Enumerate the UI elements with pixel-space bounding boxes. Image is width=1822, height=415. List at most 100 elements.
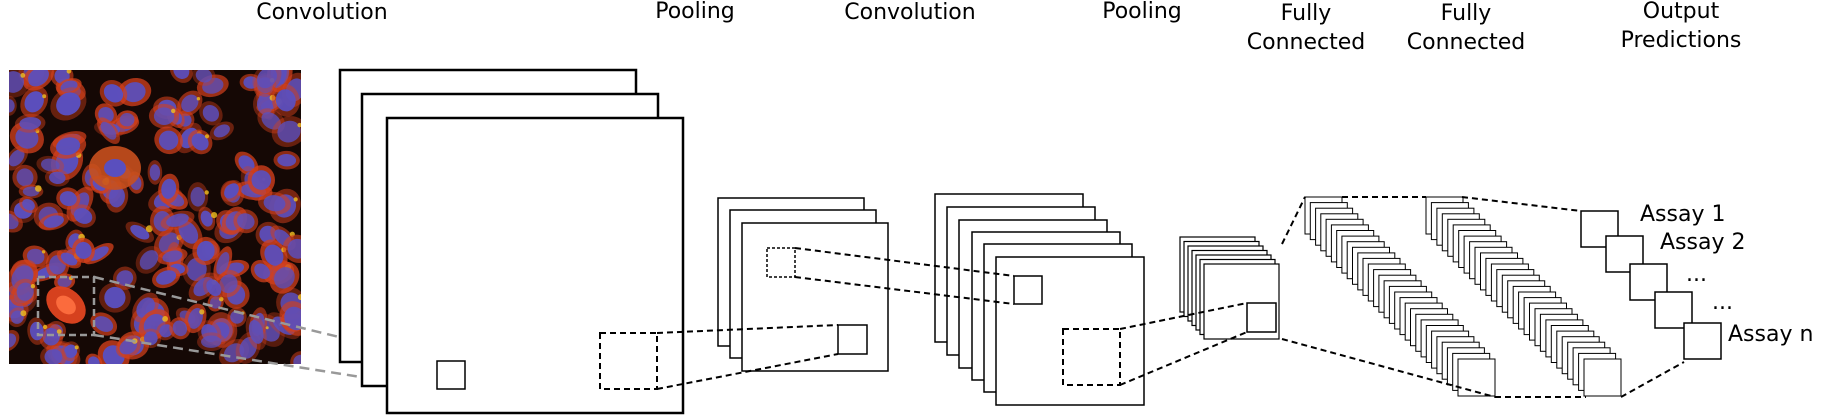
output-cell-2 [1605,235,1644,273]
cell-nucleus [57,275,72,288]
cell-highlight [56,329,62,334]
cell-nucleus [166,213,189,227]
cell-nucleus [27,70,49,87]
conv1-map-front [385,116,685,415]
cell-highlight [297,294,301,301]
cell-nucleus [9,71,24,93]
cell-nucleus [261,112,281,130]
cell-nucleus [9,99,15,113]
cell-nucleus [213,124,230,138]
cell-nucleus [257,70,277,89]
cell-nucleus [44,348,63,364]
cell-highlight [35,129,40,134]
fc1-label: Fully Connected [1226,0,1386,57]
cell-nucleus [263,195,286,212]
cell-nucleus [56,137,81,156]
conv1-pool-window [599,332,658,390]
cell-nucleus [9,333,17,349]
cell-nucleus [9,213,19,230]
cell-highlight [196,97,201,101]
conv1-kernel-window [436,360,466,390]
pool1-feature-maps [717,197,889,372]
cell-nucleus [219,274,238,294]
cell-nucleus [59,191,77,207]
cell-nucleus [201,335,222,348]
cell-highlight [66,70,72,74]
pool1-conv-window [766,247,796,278]
cell-nucleus [188,307,203,329]
cell-nucleus [156,270,177,285]
conv1-feature-maps [338,68,685,415]
cell-highlight [30,284,36,289]
conv1-label: Convolution [256,0,388,25]
cell-nucleus [75,241,92,259]
cell-nucleus [251,170,272,190]
conv2-label: Convolution [844,0,976,25]
cell-nucleus [22,198,35,211]
highlighted-cell-core [56,295,76,315]
cell-nucleus [104,286,126,309]
cell-nucleus [130,224,150,240]
cell-nucleus [60,252,78,266]
cell-highlight [74,345,79,350]
cell-nucleus [195,70,213,83]
cell-nucleus [275,89,296,112]
cell-nucleus [100,121,117,140]
cell-highlight [204,134,210,139]
fc1-neuron [1457,358,1496,397]
cell-nucleus [26,248,45,265]
cell-nucleus [202,104,220,122]
fc1-label-line2: Connected [1246,30,1366,55]
cell-highlight [162,316,169,322]
pool1-label: Pooling [655,0,735,24]
cell-nucleus [277,120,301,143]
output-cell-4 [1654,291,1693,329]
input-microscopy-image [9,70,301,364]
cell-highlight [218,296,224,302]
conv2-to-pool2-projection [1119,302,1248,386]
cell-highlight [20,73,26,78]
cell-nucleus [108,186,125,208]
dense-connections [1281,196,1685,398]
cell-nucleus [243,76,259,89]
pool2-label: Pooling [1102,0,1182,24]
cell-nucleus [238,155,255,172]
cell-nucleus [15,126,39,149]
cell-nucleus [239,336,257,359]
cell-nucleus [287,238,301,259]
output-label-line2: Predictions [1620,28,1742,53]
conv1-to-pool1-projection [656,324,839,390]
cell-nucleus [272,70,287,89]
output-cell-5 [1683,322,1722,360]
assay-1-label: Assay 1 [1640,202,1726,227]
cell-nucleus [64,344,78,358]
conv2-feature-maps [934,193,1145,406]
output-label: Output Predictions [1601,0,1761,55]
pool1-to-conv2-projection [794,247,1015,305]
pool2-feature-maps [1179,236,1280,340]
cell-highlight [42,324,48,330]
cell-nucleus [224,183,239,199]
cell-nucleus [40,158,60,172]
cell-nucleus [16,168,34,187]
cell-nucleus [24,91,44,113]
cell-nucleus [116,270,134,287]
cell-nucleus [206,279,222,297]
cell-highlight [42,94,47,99]
cell-nucleus [119,112,135,127]
cell-nucleus [56,92,81,116]
assay-ellipsis-2: ... [1712,290,1733,315]
cell-nucleus [60,80,78,93]
cell-nucleus [162,250,183,263]
cell-highlight [293,197,298,202]
cell-highlight [265,326,269,330]
cell-highlight [199,309,205,315]
assay-n-label: Assay n [1728,322,1814,347]
cell-highlight [35,185,42,192]
fc2-neuron [1583,358,1622,397]
cell-nucleus [172,320,188,337]
cell-nucleus [274,267,295,289]
cell-nucleus [49,171,66,185]
